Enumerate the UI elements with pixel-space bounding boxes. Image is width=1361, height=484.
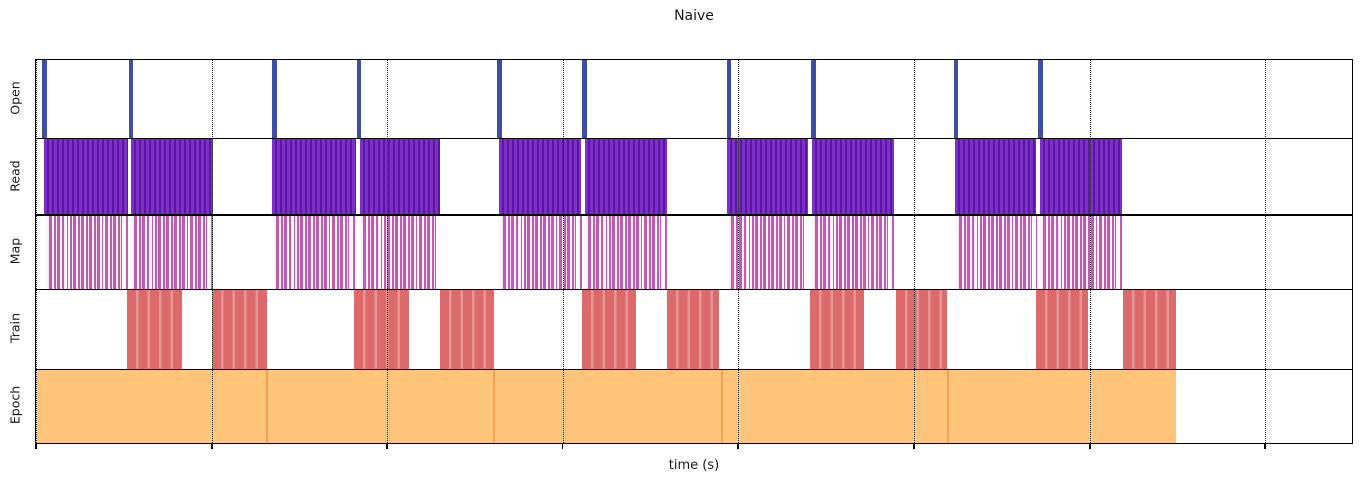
open-event-bar <box>726 60 732 139</box>
open-event-bar <box>953 60 959 139</box>
epoch-divider <box>493 369 496 444</box>
x-tick <box>1089 443 1091 449</box>
map-block <box>585 215 667 290</box>
read-block <box>131 138 213 215</box>
open-event-bar <box>811 60 816 139</box>
x-axis-label: time (s) <box>668 458 720 473</box>
map-block <box>812 215 895 290</box>
x-tick <box>561 443 564 449</box>
x-gridline <box>387 60 388 443</box>
lane-label-train: Train <box>7 313 23 343</box>
epoch-divider <box>265 369 268 444</box>
epoch-block <box>266 369 495 444</box>
open-event-bar <box>356 60 362 139</box>
x-tick <box>737 443 739 449</box>
train-block <box>1036 289 1088 370</box>
map-block <box>500 215 582 290</box>
x-gridline <box>914 60 916 443</box>
lane-label-open: Open <box>7 81 23 115</box>
read-block <box>359 138 441 215</box>
x-tick <box>35 443 37 449</box>
read-block <box>499 138 582 215</box>
x-gridline <box>1265 60 1267 443</box>
lane-label-map: Map <box>7 237 23 265</box>
lane-label-read: Read <box>7 160 23 192</box>
map-block <box>727 215 809 290</box>
epoch-divider <box>720 369 723 444</box>
epoch-block <box>494 369 722 444</box>
lane-label-epoch: Epoch <box>7 385 23 425</box>
map-block <box>46 215 128 290</box>
x-tick <box>386 443 388 449</box>
read-block <box>585 138 667 215</box>
x-tick <box>1264 443 1266 449</box>
plot-area <box>35 59 1353 444</box>
x-gridline <box>36 60 37 443</box>
open-event-bar <box>497 60 502 139</box>
map-block <box>131 215 213 290</box>
open-event-bar <box>42 60 47 139</box>
open-event-bar <box>272 60 277 139</box>
open-event-bar <box>1038 60 1043 139</box>
read-block <box>272 138 356 215</box>
read-block <box>955 138 1037 215</box>
open-event-bar <box>128 60 134 139</box>
train-block <box>667 289 719 370</box>
train-block <box>896 289 948 370</box>
chart-title: Naive <box>674 8 714 24</box>
lane-separator <box>36 214 1352 216</box>
lane-separator <box>36 368 1352 371</box>
read-block <box>1040 138 1123 215</box>
x-tick <box>913 443 915 449</box>
read-block <box>726 138 809 215</box>
open-event-bar <box>582 60 587 139</box>
epoch-divider <box>947 369 950 444</box>
train-block <box>440 289 495 370</box>
train-block <box>354 289 410 370</box>
train-block <box>810 289 864 370</box>
x-gridline <box>1090 60 1092 443</box>
read-block <box>812 138 895 215</box>
map-block <box>359 215 441 290</box>
x-gridline <box>562 60 564 443</box>
lane-separator <box>36 137 1352 140</box>
epoch-block <box>721 369 949 444</box>
map-block <box>1040 215 1123 290</box>
read-block <box>44 138 128 215</box>
epoch-block <box>37 369 267 444</box>
train-block <box>582 289 636 370</box>
lane-separator <box>36 288 1352 291</box>
x-tick <box>211 443 213 449</box>
map-block <box>956 215 1037 290</box>
x-gridline <box>738 60 740 443</box>
train-block <box>212 289 267 370</box>
epoch-block <box>948 369 1176 444</box>
map-block <box>273 215 356 290</box>
train-block <box>1123 289 1176 370</box>
train-block <box>127 289 182 370</box>
x-gridline <box>212 60 214 443</box>
